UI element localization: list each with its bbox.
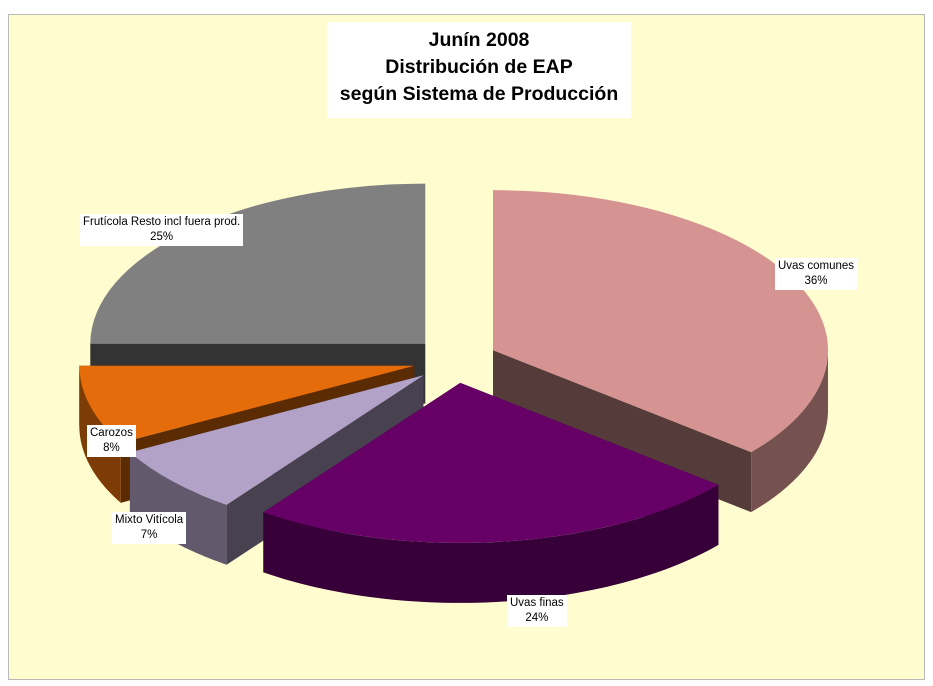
slice-top-mixto-viticola xyxy=(129,375,424,505)
chart-title-line-1: Junín 2008 xyxy=(428,29,530,51)
chart-title-line-2: Distribución de EAP xyxy=(385,56,573,78)
slice-name: Uvas finas xyxy=(510,597,564,609)
slice-top-uvas-finas xyxy=(263,382,719,543)
slice-label-carozos: Carozos 8% xyxy=(87,425,136,457)
slice-value: 8% xyxy=(103,442,120,454)
slice-name: Carozos xyxy=(90,427,133,439)
slice-uvas-comunes xyxy=(493,350,828,513)
slice-label-uvas-comunes: Uvas comunes 36% xyxy=(775,258,858,290)
slice-label-uvas-finas: Uvas finas 24% xyxy=(507,595,567,627)
slice-label-fruticola-resto: Frutícola Resto incl fuera prod. 25% xyxy=(80,214,244,246)
slice-top-uvas-comunes xyxy=(493,190,829,453)
slice-outer-wall-mixto-viticola-0 xyxy=(129,452,227,565)
slice-value: 7% xyxy=(140,529,158,541)
slice-top-carozos xyxy=(79,365,415,443)
slice-top-fruticola-resto-incl-fuera-prod xyxy=(90,183,426,344)
slice-outer-wall-uvas-comunes-0 xyxy=(751,352,828,513)
slice-label-mixto-viticola: Mixto Vitícola 7% xyxy=(112,512,187,544)
chart-title-line-3: según Sistema de Producción xyxy=(339,83,619,105)
slice-wall-uvas-comunes-1 xyxy=(493,350,752,513)
slice-name: Uvas comunes xyxy=(778,260,855,272)
chart-title: Junín 2008 Distribución de EAP según Sis… xyxy=(327,22,631,118)
slice-name: Frutícola Resto incl fuera prod. xyxy=(83,216,241,228)
slice-name: Mixto Vitícola xyxy=(115,514,184,526)
slice-value: 36% xyxy=(804,275,828,287)
slice-outer-wall-uvas-finas-0 xyxy=(263,484,719,603)
slice-value: 25% xyxy=(150,231,174,243)
slice-value: 24% xyxy=(525,612,549,624)
